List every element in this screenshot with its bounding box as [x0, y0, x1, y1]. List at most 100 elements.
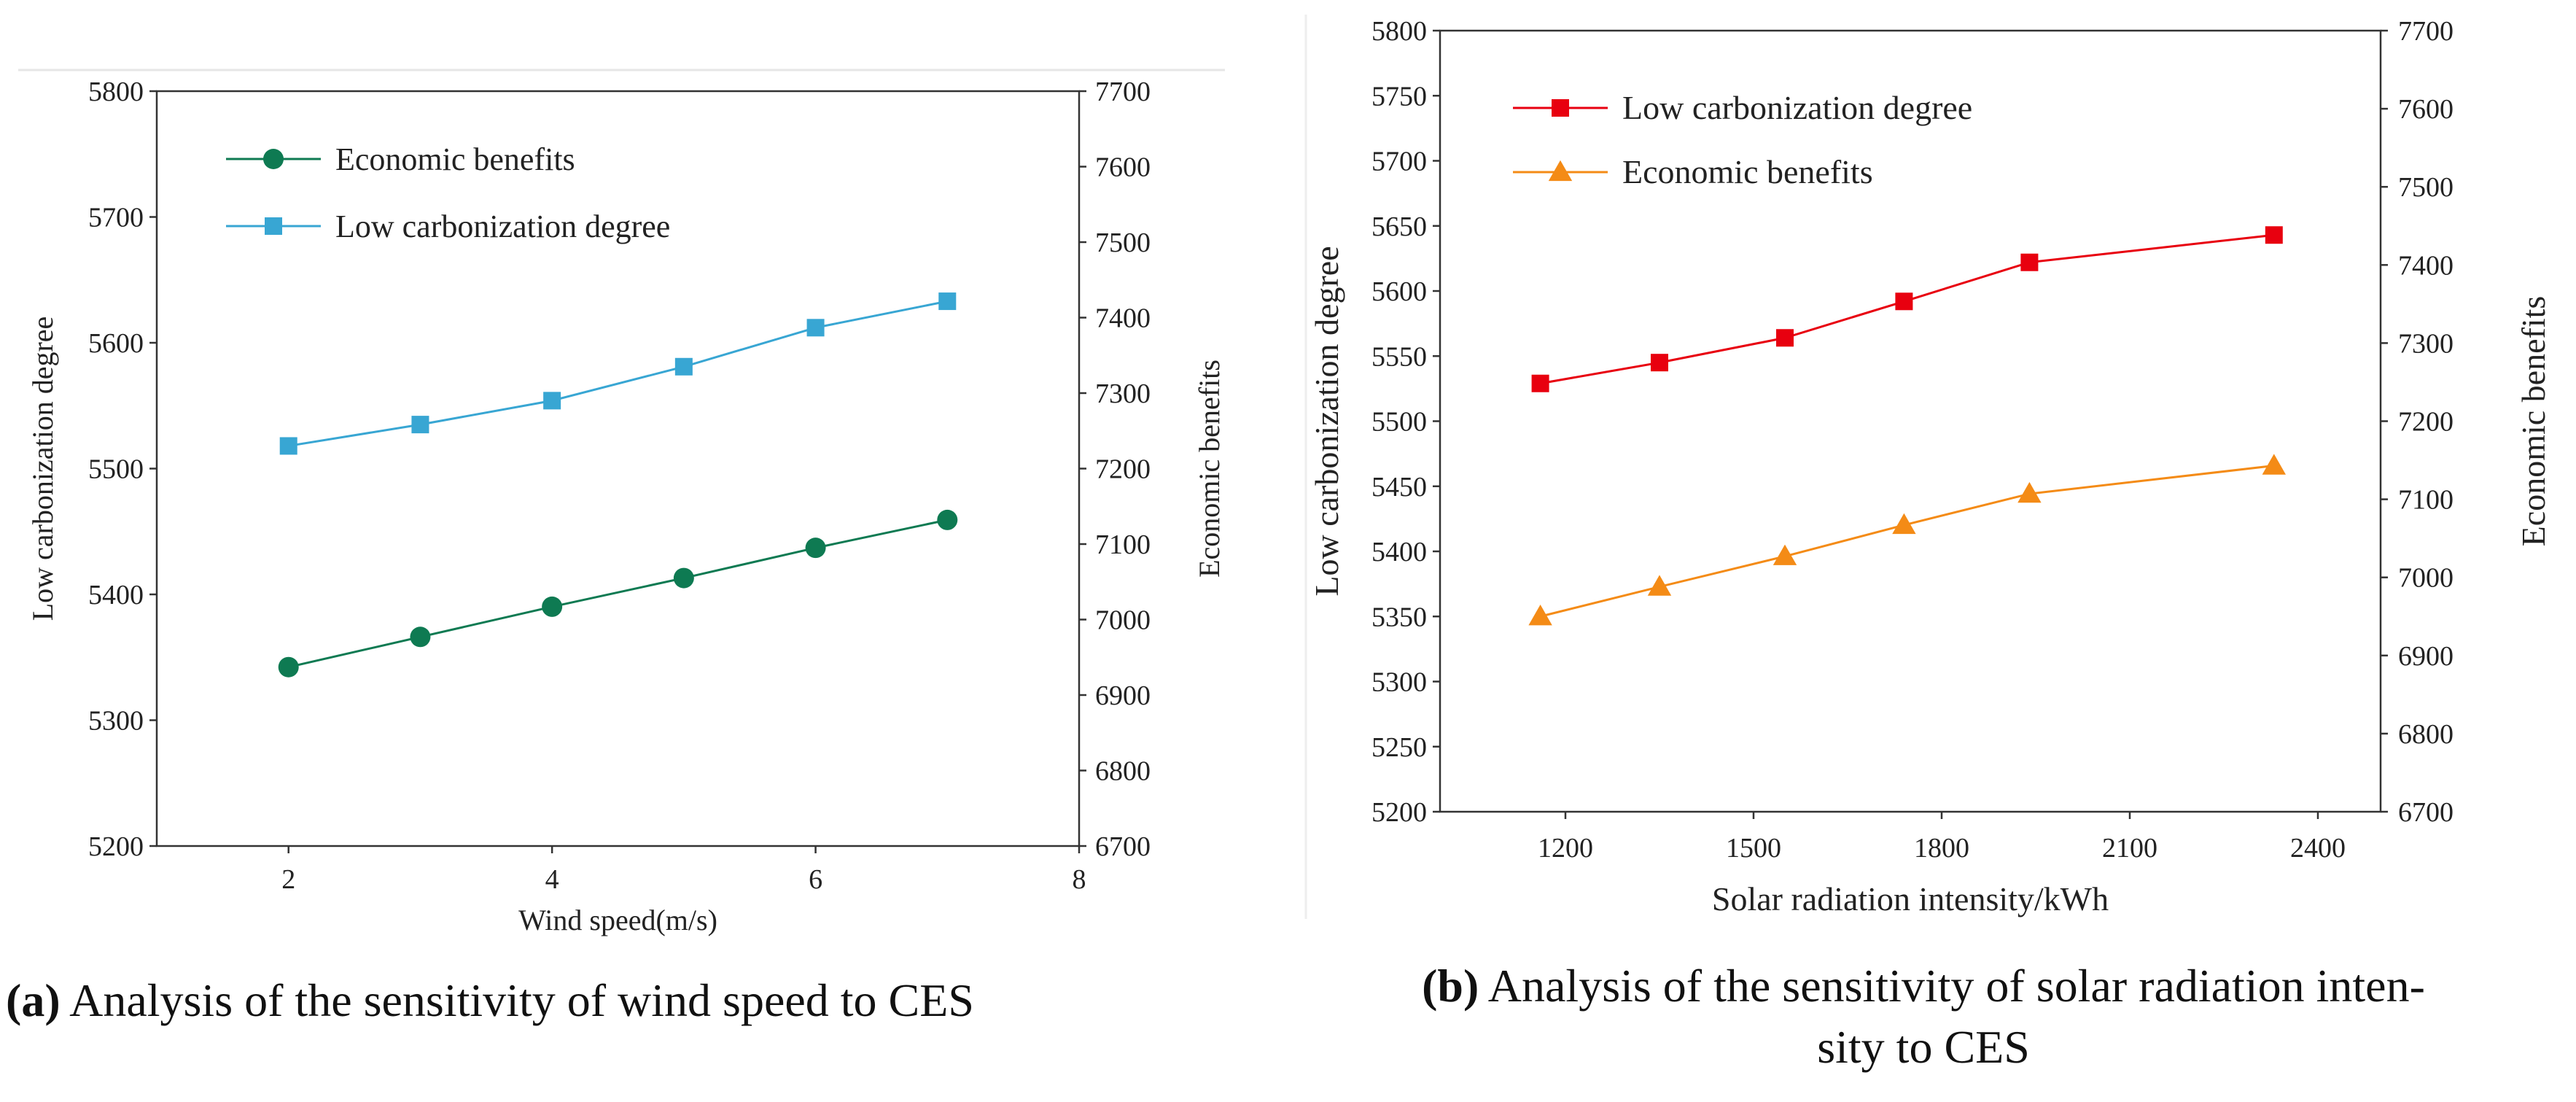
y-left-tick-label-a: 5700 [88, 203, 144, 233]
data-point-b-1 [1647, 575, 1672, 596]
data-point-a-1 [279, 437, 297, 455]
y-left-tick-label-a: 5400 [88, 580, 144, 610]
data-point-b-0 [2265, 226, 2283, 244]
y-right-tick-label-a: 6800 [1095, 756, 1151, 787]
data-point-b-1 [1528, 605, 1552, 626]
y-right-tick-label-b: 7400 [2398, 250, 2454, 281]
y-right-tick-label-b: 7100 [2398, 485, 2454, 516]
y-left-tick-label-b: 5200 [1371, 797, 1427, 828]
x-axis-label-a: Wind speed(m/s) [518, 904, 717, 936]
caption-a-text: Analysis of the sensitivity of wind spee… [60, 974, 974, 1026]
data-point-b-0 [1651, 354, 1668, 372]
y-left-tick-label-b: 5800 [1371, 16, 1427, 47]
data-point-a-0 [410, 626, 431, 648]
y-left-tick-label-a: 5200 [88, 831, 144, 862]
y-left-tick-label-a: 5800 [88, 77, 144, 107]
y-left-tick-label-a: 5300 [88, 706, 144, 737]
y-left-tick-label-b: 5500 [1371, 407, 1427, 438]
x-tick-label-a: 4 [545, 864, 559, 895]
y-right-tick-label-a: 7500 [1095, 228, 1151, 258]
x-tick-label-a: 2 [281, 864, 295, 895]
y-right-tick-label-a: 7400 [1095, 303, 1151, 334]
caption-b-label: (b) [1422, 960, 1479, 1012]
y-left-tick-label-b: 5450 [1371, 472, 1427, 503]
data-point-b-0 [1531, 374, 1549, 392]
legend-label-a-0: Economic benefits [335, 141, 575, 177]
x-tick-label-b: 2100 [2102, 833, 2157, 864]
y-right-tick-label-b: 6900 [2398, 641, 2454, 672]
series-line-a-1 [288, 300, 948, 447]
legend-label-b-1: Economic benefits [1622, 153, 1873, 190]
x-tick-label-b: 1200 [1538, 833, 1593, 864]
plot-frame-a [155, 90, 1081, 847]
legend-marker-b-0 [1552, 99, 1569, 117]
y-right-tick-label-a: 7600 [1095, 152, 1151, 183]
y-right-axis-label-a: Economic benefits [1193, 360, 1226, 578]
y-right-tick-label-b: 7200 [2398, 407, 2454, 438]
x-tick-label-a: 6 [809, 864, 822, 895]
x-tick-label-b: 2400 [2290, 833, 2346, 864]
y-right-tick-label-a: 6900 [1095, 680, 1151, 711]
x-tick-label-b: 1500 [1726, 833, 1781, 864]
legend-label-a-1: Low carbonization degree [335, 209, 670, 244]
series-line-a-0 [288, 519, 948, 669]
y-right-tick-label-a: 6700 [1095, 831, 1151, 862]
legend-label-b-0: Low carbonization degree [1622, 89, 1972, 126]
data-point-b-1 [1892, 513, 1916, 535]
data-point-b-0 [1776, 329, 1794, 347]
data-point-b-1 [1773, 544, 1797, 565]
y-right-tick-label-a: 7300 [1095, 379, 1151, 409]
caption-b: (b) Analysis of the sensitivity of solar… [1275, 955, 2572, 1078]
y-left-tick-label-a: 5600 [88, 328, 144, 359]
caption-b-line1: Analysis of the sensitivity of solar rad… [1479, 960, 2425, 1012]
y-left-tick-label-b: 5750 [1371, 81, 1427, 112]
data-point-a-1 [411, 416, 429, 434]
y-left-tick-label-b: 5650 [1371, 212, 1427, 242]
y-left-axis-label-a: Low carbonization degree [26, 317, 59, 621]
y-right-tick-label-b: 6700 [2398, 797, 2454, 828]
caption-b-line2: sity to CES [1817, 1021, 2030, 1073]
y-left-tick-label-b: 5300 [1371, 667, 1427, 698]
y-right-tick-label-b: 7300 [2398, 328, 2454, 359]
data-point-a-0 [805, 538, 826, 559]
legend-marker-a-0 [263, 149, 284, 169]
x-tick-label-a: 8 [1073, 864, 1086, 895]
x-axis-label-b: Solar radiation intensity/kWh [1712, 880, 2109, 917]
y-left-tick-label-b: 5250 [1371, 732, 1427, 763]
data-point-a-1 [674, 357, 693, 376]
data-point-a-0 [542, 596, 563, 617]
data-point-a-0 [937, 509, 958, 530]
y-right-tick-label-a: 7000 [1095, 605, 1151, 636]
legend-marker-b-1 [1548, 160, 1573, 182]
data-point-b-0 [1895, 292, 1913, 311]
y-right-tick-label-a: 7700 [1095, 77, 1151, 107]
data-point-b-0 [2020, 253, 2039, 271]
y-left-tick-label-b: 5400 [1371, 537, 1427, 567]
y-right-tick-label-b: 7700 [2398, 16, 2454, 47]
y-right-axis-label-b: Economic benefits [2515, 296, 2552, 547]
y-left-tick-label-b: 5600 [1371, 276, 1427, 307]
plot-frame-b [1439, 29, 2382, 813]
data-point-a-1 [543, 392, 561, 410]
caption-a-label: (a) [6, 974, 61, 1026]
data-point-a-1 [806, 319, 825, 337]
data-point-a-0 [673, 567, 694, 589]
y-left-tick-label-a: 5500 [88, 454, 144, 485]
series-line-b-1 [1540, 465, 2274, 618]
y-right-tick-label-b: 7500 [2398, 172, 2454, 203]
y-left-tick-label-b: 5350 [1371, 602, 1427, 632]
y-left-tick-label-b: 5550 [1371, 341, 1427, 372]
x-tick-label-b: 1800 [1914, 833, 1969, 864]
series-line-b-0 [1540, 233, 2274, 385]
y-right-tick-label-b: 7000 [2398, 563, 2454, 594]
y-right-tick-label-a: 7100 [1095, 529, 1151, 560]
y-left-axis-label-b: Low carbonization degree [1308, 246, 1345, 596]
y-right-tick-label-b: 7600 [2398, 94, 2454, 125]
y-left-tick-label-b: 5700 [1371, 147, 1427, 177]
data-point-b-1 [2017, 481, 2042, 503]
y-right-tick-label-b: 6800 [2398, 719, 2454, 750]
y-right-tick-label-a: 7200 [1095, 454, 1151, 485]
data-point-a-1 [938, 292, 957, 311]
